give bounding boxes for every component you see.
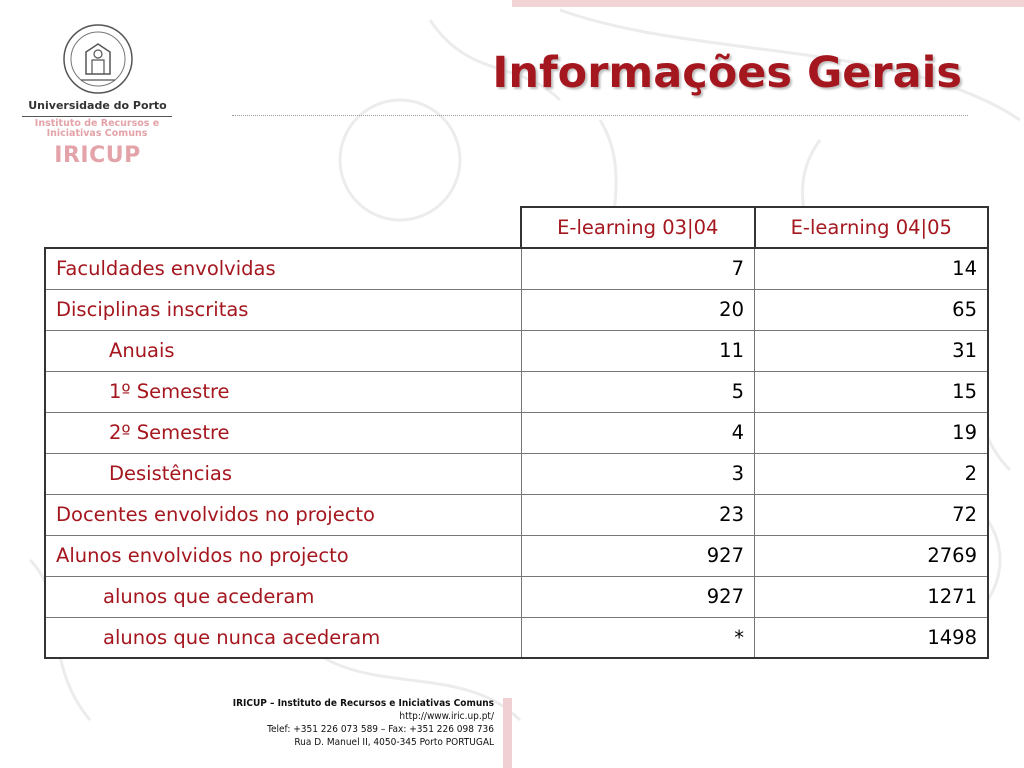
table-row: Faculdades envolvidas 7 14: [44, 247, 989, 290]
row-value-0405: 1271: [754, 575, 989, 618]
table-row: alunos que acederam 927 1271: [44, 575, 989, 618]
table-header-row: E-learning 03|04 E-learning 04|05: [45, 206, 989, 249]
row-value-0304: 5: [520, 370, 755, 413]
table-row: Desistências 3 2: [44, 452, 989, 495]
institute-acronym: IRICUP: [54, 143, 141, 168]
row-value-0304: 23: [520, 493, 755, 536]
row-value-0304: 7: [520, 247, 755, 290]
row-label: 2º Semestre: [44, 411, 522, 454]
university-name: Universidade do Porto: [28, 99, 167, 112]
logo-divider: [22, 116, 172, 117]
row-label: 1º Semestre: [44, 370, 522, 413]
institute-name-line1: Instituto de Recursos e: [34, 118, 160, 129]
row-label: alunos que nunca acederam: [44, 616, 522, 659]
row-value-0405: 72: [754, 493, 989, 536]
row-label: Anuais: [44, 329, 522, 372]
row-value-0304: 11: [520, 329, 755, 372]
row-value-0405: 14: [754, 247, 989, 290]
title-divider: [232, 115, 968, 116]
row-label: Faculdades envolvidas: [44, 247, 522, 290]
row-value-0304: 927: [520, 534, 755, 577]
logo-block: Universidade do Porto Instituto de Recur…: [20, 22, 175, 177]
row-value-0304: 20: [520, 288, 755, 331]
table-row: alunos que nunca acederam * 1498: [44, 616, 989, 659]
column-header-0405: E-learning 04|05: [753, 206, 989, 249]
row-value-0304: 927: [520, 575, 755, 618]
column-header-0304: E-learning 03|04: [520, 206, 756, 249]
row-value-0304: 3: [520, 452, 755, 495]
table-row: Disciplinas inscritas 20 65: [44, 288, 989, 331]
table-row: Anuais 11 31: [44, 329, 989, 372]
row-value-0405: 15: [754, 370, 989, 413]
institute-name-line2: Iniciativas Comuns: [46, 128, 148, 139]
footer-phone-fax: Telef: +351 226 073 589 – Fax: +351 226 …: [267, 724, 494, 735]
footer-contact: IRICUP – Instituto de Recursos e Iniciat…: [200, 697, 494, 749]
row-value-0405: 1498: [754, 616, 989, 659]
footer-institute: IRICUP – Instituto de Recursos e Iniciat…: [232, 698, 494, 709]
table-row: Docentes envolvidos no projecto 23 72: [44, 493, 989, 536]
footer-website-link[interactable]: http://www.iric.up.pt/: [399, 711, 494, 722]
row-value-0405: 19: [754, 411, 989, 454]
row-label: alunos que acederam: [44, 575, 522, 618]
page-title: Informações Gerais: [492, 48, 962, 98]
row-value-0405: 2: [754, 452, 989, 495]
row-value-0405: 31: [754, 329, 989, 372]
statistics-table: E-learning 03|04 E-learning 04|05 Faculd…: [44, 206, 989, 659]
university-seal-icon: [62, 24, 133, 94]
row-label: Docentes envolvidos no projecto: [44, 493, 522, 536]
row-value-0304: *: [520, 616, 755, 659]
table-row: 2º Semestre 4 19: [44, 411, 989, 454]
row-value-0405: 2769: [754, 534, 989, 577]
table-row: 1º Semestre 5 15: [44, 370, 989, 413]
footer-address: Rua D. Manuel II, 4050-345 Porto PORTUGA…: [294, 737, 494, 748]
footer-accent-bar: [503, 698, 512, 768]
row-value-0304: 4: [520, 411, 755, 454]
institute-name: Instituto de Recursos e Iniciativas Comu…: [32, 119, 162, 139]
row-label: Desistências: [44, 452, 522, 495]
row-value-0405: 65: [754, 288, 989, 331]
table-corner-cell: [45, 207, 521, 248]
row-label: Disciplinas inscritas: [44, 288, 522, 331]
row-label: Alunos envolvidos no projecto: [44, 534, 522, 577]
top-accent-band: [512, 0, 1024, 7]
table-row: Alunos envolvidos no projecto 927 2769: [44, 534, 989, 577]
